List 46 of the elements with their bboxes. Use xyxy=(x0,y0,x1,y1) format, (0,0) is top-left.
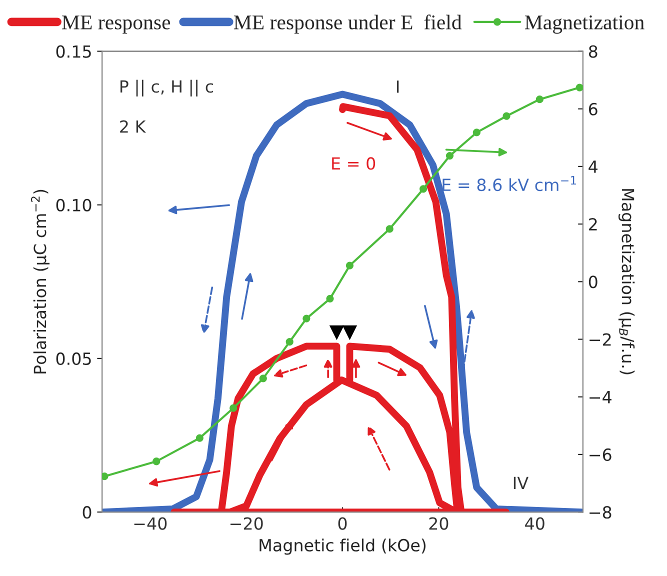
point xyxy=(472,128,480,136)
point xyxy=(536,96,544,104)
y2-tick-label: −2 xyxy=(590,333,611,346)
point xyxy=(152,458,160,466)
y-tick-label: 0 xyxy=(82,506,92,519)
legend-label: Magnetization xyxy=(524,15,644,34)
x-tick-label: −40 xyxy=(134,517,167,530)
point xyxy=(446,152,454,160)
point xyxy=(346,262,354,270)
point xyxy=(576,84,583,92)
legend-label: ME response xyxy=(62,16,170,34)
y-tick-label: 0.05 xyxy=(56,352,91,366)
point xyxy=(302,314,310,322)
y2-tick-label: 2 xyxy=(589,218,597,230)
y-tick-label: 0.10 xyxy=(56,198,92,212)
point xyxy=(502,112,510,120)
y2-tick-label: 4 xyxy=(588,160,598,173)
y2-tick-label: 0 xyxy=(588,276,598,288)
x-tick-label: 40 xyxy=(525,517,544,530)
x-tick-label: −20 xyxy=(230,517,263,530)
annotation: IV xyxy=(514,476,528,490)
y2-tick-label: −4 xyxy=(590,391,612,404)
y2-axis-title: Magnetization (μ$_{B}$/f.u.) xyxy=(618,189,635,374)
x-tick-label: 20 xyxy=(429,517,448,530)
y-tick-label: 0.15 xyxy=(56,45,91,58)
annotation: I xyxy=(396,80,399,93)
point xyxy=(230,404,238,412)
annotation: 2 K xyxy=(120,120,146,133)
x-axis-title: Magnetic field (kOe) xyxy=(260,538,426,555)
legend-label: ME response under E field xyxy=(234,14,462,34)
y2-tick-label: −8 xyxy=(590,506,612,519)
annotation: E = 0 xyxy=(332,157,376,170)
annotation: E = 8.6 kV cm$^{−1}$ xyxy=(442,176,576,192)
y2-tick-label: 6 xyxy=(588,102,598,116)
annotation: P || c, H || c xyxy=(120,80,214,96)
point xyxy=(286,338,294,346)
point xyxy=(196,434,204,442)
point xyxy=(326,294,334,302)
y-axis-title: Polarization (μC cm$^{−2}$) xyxy=(30,190,50,374)
y2-tick-label: −6 xyxy=(590,448,612,462)
point xyxy=(386,225,394,233)
x-tick-label: 0 xyxy=(338,517,347,530)
y2-tick-label: 8 xyxy=(588,45,598,58)
point xyxy=(259,374,267,382)
point xyxy=(102,472,108,480)
point xyxy=(419,185,428,193)
